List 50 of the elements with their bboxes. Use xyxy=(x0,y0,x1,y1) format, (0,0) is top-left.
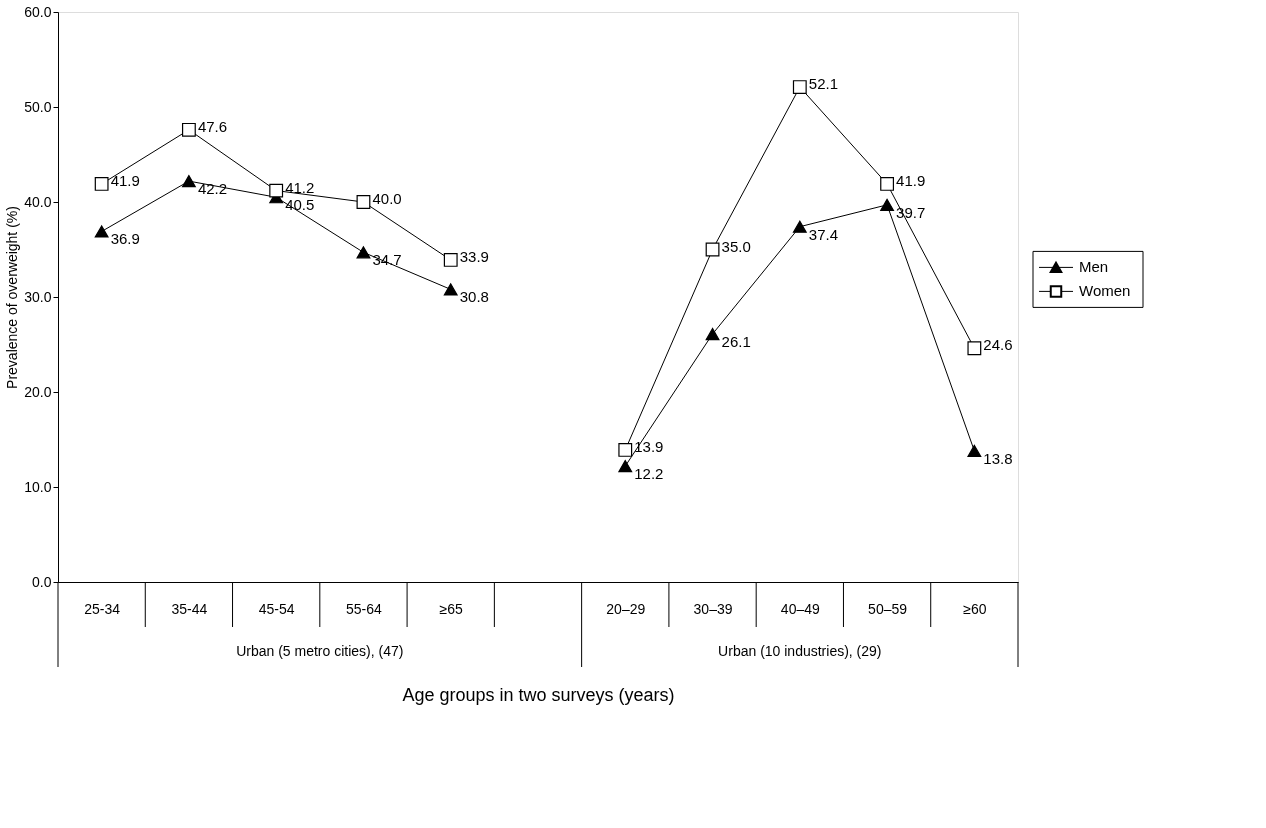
legend-label: Men xyxy=(1079,258,1109,276)
point xyxy=(792,220,807,233)
point xyxy=(792,80,807,94)
data-label: 37.4 xyxy=(808,225,839,243)
data-label: 41.9 xyxy=(896,171,926,189)
text: Urban (5 metro cities), (47) xyxy=(236,643,404,659)
x-tick-label: 35-44 xyxy=(171,600,208,617)
data-label: 35.0 xyxy=(721,237,751,255)
point xyxy=(705,327,720,341)
data-label: 13.8 xyxy=(983,449,1013,467)
data-label: 26.1 xyxy=(721,333,751,351)
x-tick-label: 50–59 xyxy=(868,600,908,617)
legend-label: Women xyxy=(1079,282,1131,300)
x-tick-label: 40–49 xyxy=(780,600,820,617)
point xyxy=(880,198,895,211)
x-tick-label: ≥60 xyxy=(963,600,987,617)
point xyxy=(967,444,982,457)
y-tick-label: 0.0 xyxy=(32,573,52,590)
data-label: 36.9 xyxy=(110,230,140,248)
x-tick-label: 20–29 xyxy=(606,600,646,617)
x-tick-label: 55-64 xyxy=(346,600,383,617)
y-tick-label: 60.0 xyxy=(24,3,52,20)
data-label: 33.9 xyxy=(459,247,489,265)
y-tick-label: 40.0 xyxy=(24,193,52,210)
x-tick-label: 45-54 xyxy=(258,600,295,617)
data-label: 42.2 xyxy=(197,180,228,198)
x-axis-title: Age groups in two surveys (years) xyxy=(402,684,675,705)
x-tick-label: 30–39 xyxy=(693,600,733,617)
y-axis-title: Prevalence of overweight (%) xyxy=(4,206,21,389)
data-label: 24.6 xyxy=(983,336,1013,354)
point xyxy=(618,460,633,473)
y-tick-label: 50.0 xyxy=(24,98,52,115)
data-label: 52.1 xyxy=(808,75,839,93)
point xyxy=(618,443,633,457)
y-tick-label: 10.0 xyxy=(24,478,52,495)
data-label: 40.5 xyxy=(285,196,315,214)
data-label: 12.2 xyxy=(634,465,664,483)
y-tick-label: 30.0 xyxy=(24,288,52,305)
data-label: 41.2 xyxy=(285,178,315,196)
data-label: 40.0 xyxy=(372,190,402,207)
data-label: 30.8 xyxy=(459,288,489,306)
data-label: 41.9 xyxy=(110,171,140,189)
x-tick-label: ≥65 xyxy=(439,600,464,617)
data-label: 47.6 xyxy=(197,117,228,135)
text: Urban (10 industries), (29) xyxy=(718,643,882,659)
x-tick-label: 25-34 xyxy=(84,600,121,617)
point xyxy=(705,242,720,257)
point xyxy=(880,177,895,191)
point xyxy=(967,341,982,356)
y-tick-label: 20.0 xyxy=(24,383,52,400)
